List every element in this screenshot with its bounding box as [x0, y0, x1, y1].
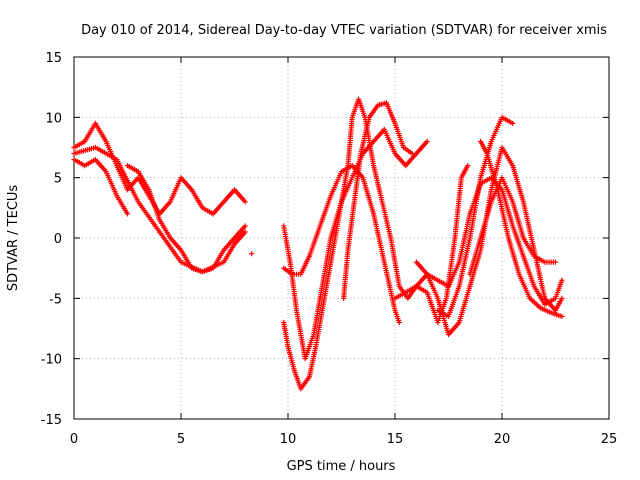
data-point: [124, 211, 131, 217]
y-tick-label: 10: [45, 111, 62, 126]
y-tick-label: 5: [54, 172, 62, 187]
chart-title: Day 010 of 2014, Sidereal Day-to-day VTE…: [81, 23, 607, 38]
x-tick-label: 10: [280, 432, 297, 447]
x-tick-label: 20: [494, 432, 511, 447]
series-track-l: [413, 175, 565, 307]
data-point: [249, 251, 255, 257]
data-point: [396, 319, 402, 326]
data-point: [559, 295, 565, 301]
data-point: [559, 313, 565, 320]
y-axis-label: SDTVAR / TECUs: [6, 185, 21, 292]
plot-frame: [73, 56, 610, 420]
y-tick-label: -5: [49, 292, 62, 307]
x-tick-label: 15: [387, 432, 404, 447]
data-point: [510, 120, 516, 126]
series-track-n: [478, 138, 565, 320]
data-point: [424, 138, 430, 145]
y-tick-label: 15: [45, 51, 62, 66]
x-axis-label: GPS time / hours: [287, 459, 396, 474]
data-point: [409, 150, 415, 157]
series-track-k: [435, 114, 516, 320]
series-track-b: [71, 156, 131, 217]
series-track-i: [341, 100, 415, 301]
series-track-j: [392, 163, 471, 326]
series-track-g: [281, 126, 430, 362]
x-tick-label: 5: [177, 432, 185, 447]
data-point: [242, 223, 248, 229]
series-track-f: [281, 96, 565, 392]
series-track-m: [467, 175, 559, 277]
series-track-a: [71, 120, 248, 217]
data-point: [465, 163, 471, 169]
series-track-d: [124, 163, 248, 275]
y-tick-label: -15: [41, 413, 62, 428]
data-point: [242, 199, 248, 205]
series-track-e: [249, 251, 255, 257]
data-point: [242, 229, 248, 235]
x-tick-label: 0: [70, 432, 78, 447]
x-tick-label: 25: [601, 432, 618, 447]
y-tick-label: 0: [54, 232, 62, 247]
data-point: [559, 277, 565, 283]
data-point: [552, 259, 559, 265]
data-points: [71, 96, 565, 392]
series-track-h: [281, 163, 402, 326]
y-tick-label: -10: [41, 353, 62, 368]
